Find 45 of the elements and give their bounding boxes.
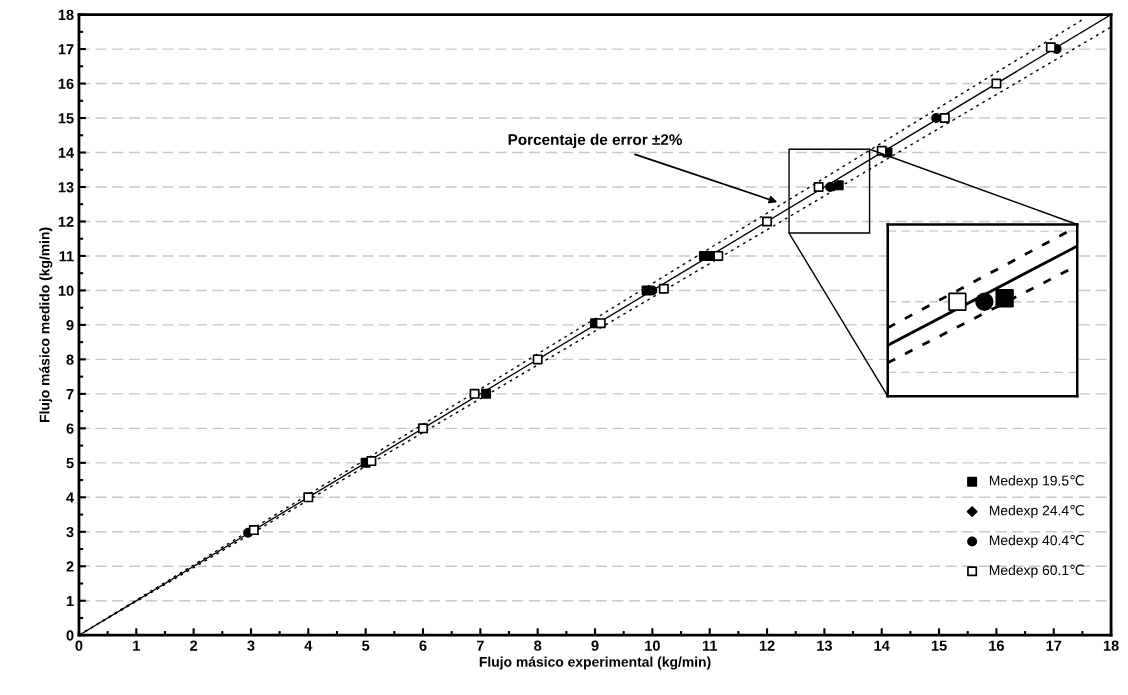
x-tick-label: 18 <box>1103 640 1119 651</box>
y-tick-label: 2 <box>66 561 74 572</box>
legend-label: Medexp 19.5℃ <box>989 475 1084 489</box>
x-tick-label: 8 <box>534 640 542 651</box>
y-tick-label: 14 <box>58 147 75 158</box>
x-tick-label: 17 <box>1046 640 1062 651</box>
annotation: Porcentaje de error ±2% <box>508 133 683 149</box>
x-tick-label: 13 <box>817 640 832 651</box>
y-tick-label: 18 <box>58 9 74 21</box>
x-tick-label: 16 <box>989 640 1004 651</box>
x-tick-label: 10 <box>645 640 660 651</box>
y-tick-label: 10 <box>58 285 74 296</box>
y-tick-label: 8 <box>66 354 74 365</box>
legend-label: Medexp 40.4℃ <box>989 534 1084 548</box>
x-tick-label: 4 <box>304 640 313 651</box>
y-axis-title: Flujo másico medido (kg/min) <box>39 227 53 422</box>
x-tick-label: 15 <box>931 640 947 651</box>
y-tick-label: 16 <box>58 78 74 89</box>
y-tick-label: 15 <box>58 113 74 124</box>
y-tick-label: 1 <box>66 596 74 607</box>
y-tick-label: 7 <box>66 389 74 400</box>
y-tick-label: 9 <box>66 320 74 331</box>
y-tick-label: 3 <box>66 526 74 538</box>
x-tick-label: 3 <box>247 640 255 651</box>
x-tick-label: 6 <box>419 640 427 651</box>
x-tick-label: 9 <box>591 640 599 651</box>
x-tick-label: 7 <box>476 640 484 651</box>
y-tick-label: 12 <box>58 216 74 227</box>
x-tick-label: 1 <box>133 640 140 651</box>
y-tick-label: 6 <box>66 423 74 434</box>
y-tick-label: 4 <box>66 492 75 503</box>
x-tick-label: 2 <box>190 640 198 651</box>
x-tick-label: 11 <box>702 640 717 651</box>
y-tick-label: 13 <box>58 182 74 193</box>
x-tick-label: 5 <box>362 640 370 651</box>
x-tick-label: 0 <box>75 640 83 651</box>
y-tick-label: 0 <box>66 630 74 641</box>
y-tick-label: 17 <box>58 44 74 55</box>
legend-label: Medexp 24.4℃ <box>989 504 1084 519</box>
y-tick-label: 5 <box>66 458 74 469</box>
x-axis-title: Flujo másico experimental (kg/min) <box>479 656 711 670</box>
x-tick-label: 14 <box>874 640 890 651</box>
x-tick-label: 12 <box>759 640 775 651</box>
y-tick-label: 11 <box>59 251 74 262</box>
legend-label: Medexp 60.1℃ <box>989 564 1084 578</box>
